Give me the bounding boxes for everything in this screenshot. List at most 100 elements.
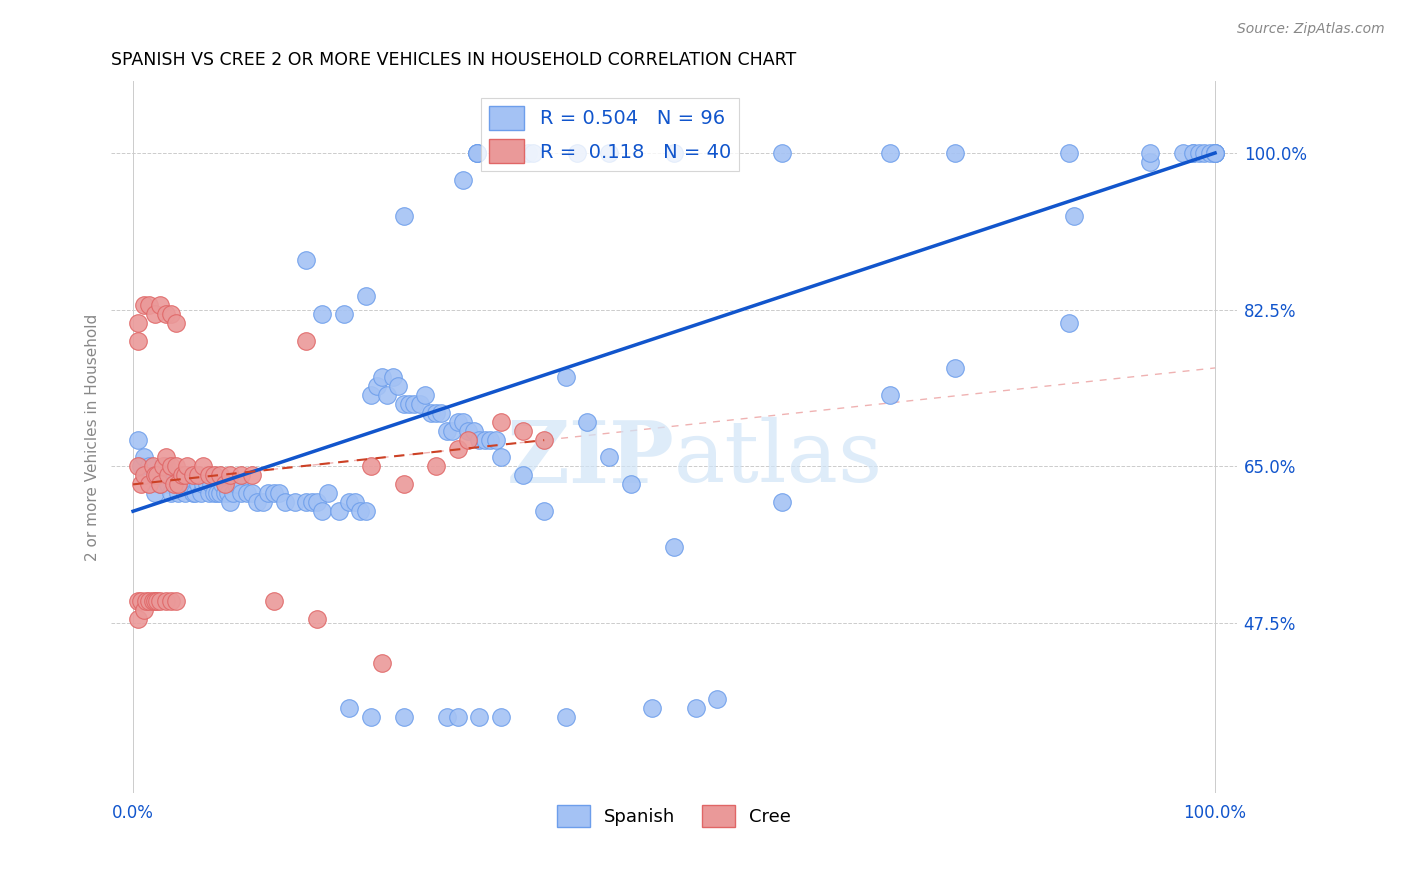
Point [1204,146,1226,161]
Point [349,504,371,518]
Point [517,146,540,161]
Point [489,450,512,465]
Point [156,468,179,483]
Point [143,468,166,483]
Point [235,486,257,500]
Point [225,477,247,491]
Point [156,477,179,491]
Point [943,360,966,375]
Point [187,477,209,491]
Point [339,701,361,715]
Point [221,486,243,500]
Point [231,468,253,483]
Point [240,468,263,483]
Point [413,388,436,402]
Point [425,459,447,474]
Point [149,477,172,491]
Point [183,486,205,500]
Text: ZIP: ZIP [506,417,673,500]
Point [489,710,512,724]
Point [489,415,512,429]
Point [1057,316,1080,330]
Point [339,495,361,509]
Point [333,307,356,321]
Point [132,450,155,465]
Point [263,594,285,608]
Point [662,540,685,554]
Text: atlas: atlas [673,417,883,500]
Point [273,495,295,509]
Point [446,710,468,724]
Point [1198,146,1220,161]
Point [143,307,166,321]
Point [214,486,236,500]
Point [138,298,160,312]
Point [257,486,280,500]
Point [129,459,152,474]
Point [269,486,291,500]
Point [127,334,149,348]
Point [457,424,479,438]
Point [1204,146,1226,161]
Point [149,594,172,608]
Point [311,504,333,518]
Point [1182,146,1205,161]
Point [620,477,643,491]
Point [165,468,187,483]
Point [295,334,318,348]
Point [208,486,231,500]
Point [193,459,215,474]
Point [155,594,177,608]
Point [366,379,388,393]
Point [176,459,198,474]
Point [198,468,221,483]
Point [641,701,664,715]
Point [138,594,160,608]
Point [398,397,420,411]
Point [392,209,415,223]
Point [246,495,269,509]
Point [149,298,172,312]
Point [190,486,212,500]
Point [479,433,502,447]
Point [127,594,149,608]
Point [457,433,479,447]
Point [463,424,485,438]
Point [316,486,339,500]
Point [165,594,187,608]
Point [127,612,149,626]
Point [141,459,163,474]
Point [152,459,174,474]
Point [132,298,155,312]
Point [685,701,707,715]
Point [430,406,453,420]
Point [129,594,152,608]
Point [354,504,377,518]
Point [360,459,382,474]
Point [943,146,966,161]
Point [141,594,163,608]
Point [360,710,382,724]
Point [436,710,458,724]
Point [770,146,793,161]
Point [1182,146,1205,161]
Point [217,486,239,500]
Point [441,424,464,438]
Point [295,495,318,509]
Point [198,486,221,500]
Point [451,415,474,429]
Point [187,468,209,483]
Y-axis label: 2 or more Vehicles in Household: 2 or more Vehicles in Household [86,314,100,561]
Point [576,415,599,429]
Point [211,477,233,491]
Point [879,146,901,161]
Point [181,486,204,500]
Point [176,468,198,483]
Point [228,477,250,491]
Point [392,477,415,491]
Point [240,486,263,500]
Point [305,612,328,626]
Point [138,459,160,474]
Point [155,459,177,474]
Point [155,307,177,321]
